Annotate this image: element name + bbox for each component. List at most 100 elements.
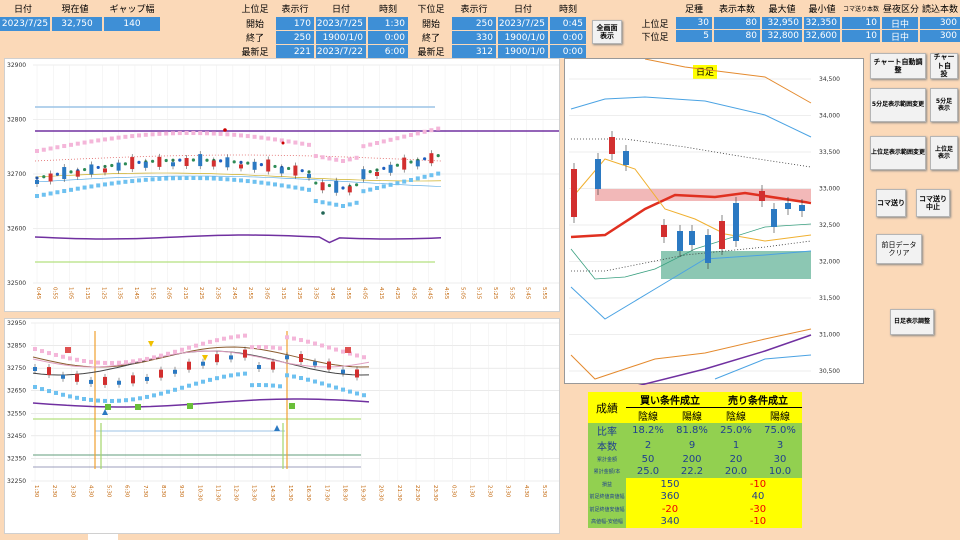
upper-band-marker <box>232 132 237 137</box>
lower-band-marker <box>232 177 237 182</box>
y-tick-label: 34,500 <box>819 76 840 83</box>
candle-body <box>771 209 777 227</box>
bar-load-cell[interactable]: 300 <box>920 17 960 29</box>
range-rows-cell[interactable]: 250 <box>276 31 314 44</box>
bar-type-cell[interactable]: 5 <box>676 30 712 42</box>
range-time-cell[interactable]: 0:00 <box>368 31 408 44</box>
y-tick-label: 32550 <box>7 410 26 417</box>
upper-band-blue <box>570 96 812 138</box>
upper-band-marker <box>222 336 226 341</box>
x-tick-label: 2:55 <box>247 287 253 300</box>
sheet-tab[interactable] <box>88 534 118 540</box>
stats-value: 40 <box>714 490 802 503</box>
y-tick-label: 30,500 <box>819 368 840 375</box>
range-date2-cell[interactable]: 2023/7/25 <box>498 17 548 30</box>
lower-band-marker <box>222 374 226 379</box>
chart-auto-adjust-button[interactable]: チャート自動調整 <box>870 53 926 79</box>
candle-body <box>159 369 163 378</box>
step-button[interactable]: コマ送り <box>876 189 906 217</box>
lower-band-marker <box>180 385 184 390</box>
up-arrow-icon <box>274 425 280 431</box>
fullscreen-button[interactable]: 全画面 表示 <box>592 20 622 44</box>
daily-adjust-button[interactable]: 日足表示調整 <box>890 309 934 335</box>
upper-band-marker <box>159 353 163 358</box>
signal-dot <box>137 160 141 165</box>
range-upper-button[interactable]: 上位足表示範囲変更 <box>870 136 926 170</box>
lower-band-marker <box>422 174 427 179</box>
range-5min-button-2[interactable]: 5分足 表示 <box>930 88 958 122</box>
range-rows2-cell[interactable]: 312 <box>452 45 496 58</box>
range-rows-cell[interactable]: 170 <box>276 17 314 30</box>
upper-band-marker <box>150 132 155 137</box>
range-rows2-cell[interactable]: 250 <box>452 17 496 30</box>
down-arrow-icon <box>148 341 154 347</box>
upper-band-marker <box>103 360 107 365</box>
x-tick-label: 5:35 <box>508 287 514 300</box>
x-tick-label: 3:30 <box>69 485 75 498</box>
upper-band-marker <box>131 359 135 364</box>
bar-max-cell[interactable]: 32,950 <box>762 17 802 29</box>
range-5min-button[interactable]: 5分足表示範囲変更 <box>870 88 926 122</box>
lower-band-marker <box>75 395 79 400</box>
bar-count-cell[interactable]: 80 <box>714 17 760 29</box>
candle-body <box>48 173 53 182</box>
bar-max-cell[interactable]: 32,800 <box>762 30 802 42</box>
x-tick-label: 2:30 <box>487 485 493 498</box>
range-date2-cell[interactable]: 1900/1/0 <box>498 31 548 44</box>
upper-header: 上位足 <box>236 2 274 15</box>
candle-body <box>266 159 271 172</box>
range-time2-cell[interactable]: 0:00 <box>550 45 586 58</box>
lower-band-marker <box>293 185 298 190</box>
lower-band-marker <box>250 383 254 388</box>
range-time2-cell[interactable]: 0:45 <box>550 17 586 30</box>
candle-body <box>211 160 216 167</box>
step-stop-button[interactable]: コマ送り 中止 <box>916 189 950 217</box>
lower-band-marker <box>320 200 325 205</box>
bar-min-cell[interactable]: 32,350 <box>804 17 840 29</box>
range-upper-button-2[interactable]: 上位足 表示 <box>930 136 958 170</box>
upper-band-marker <box>375 141 379 145</box>
candle-body <box>719 221 725 249</box>
range-time2-cell[interactable]: 0:00 <box>550 31 586 44</box>
range-date-cell[interactable]: 1900/1/0 <box>316 31 366 44</box>
upper-band-marker <box>35 149 39 153</box>
range-label-cell: 終了 <box>236 31 274 44</box>
range-date-cell[interactable]: 2023/7/25 <box>316 17 366 30</box>
upper-band-marker <box>320 155 325 160</box>
x-tick-label: 1:45 <box>133 287 139 300</box>
range-time-cell[interactable]: 1:30 <box>368 17 408 30</box>
range-date2-cell[interactable]: 1900/1/0 <box>498 45 548 58</box>
range-rows-cell[interactable]: 221 <box>276 45 314 58</box>
lower-band-marker <box>266 181 271 186</box>
x-tick-label: 3:45 <box>329 287 335 300</box>
clear-previous-data-button[interactable]: 前日データ クリア <box>876 234 922 264</box>
candle-body <box>402 157 407 170</box>
range-label2-cell: 開始 <box>412 17 450 30</box>
bar-step-cell[interactable]: 10 <box>842 17 880 29</box>
rows-header: 表示行 <box>276 2 314 15</box>
candle-body <box>103 376 107 385</box>
range-date-cell[interactable]: 2023/7/22 <box>316 45 366 58</box>
upper-band-marker <box>47 351 51 356</box>
signal-dot <box>178 158 182 162</box>
bar-session-cell[interactable]: 日中 <box>882 30 918 42</box>
range-time-cell[interactable]: 6:00 <box>368 45 408 58</box>
bar-min-cell[interactable]: 32,600 <box>804 30 840 42</box>
bar-load-cell[interactable]: 300 <box>920 30 960 42</box>
upper-band-marker <box>109 136 114 141</box>
lower-band-marker <box>264 383 268 388</box>
bar-type-cell[interactable]: 30 <box>676 17 712 29</box>
stats-value: 25.0 <box>626 465 670 478</box>
upper-band-marker <box>173 349 177 354</box>
bar-step-cell[interactable]: 10 <box>842 30 880 42</box>
chart-auto-button-2[interactable]: チャート自 投 <box>930 53 958 79</box>
bar-session-cell[interactable]: 日中 <box>882 17 918 29</box>
stats-row-label: 累計金額 <box>588 453 626 466</box>
range-rows2-cell[interactable]: 330 <box>452 31 496 44</box>
bar-count-cell[interactable]: 80 <box>714 30 760 42</box>
signal-dot <box>96 165 100 170</box>
lower-band-marker <box>75 186 80 191</box>
x-tick-label: 1:25 <box>100 287 106 300</box>
upper-band-marker <box>225 132 230 137</box>
upper-band-marker <box>75 357 79 362</box>
